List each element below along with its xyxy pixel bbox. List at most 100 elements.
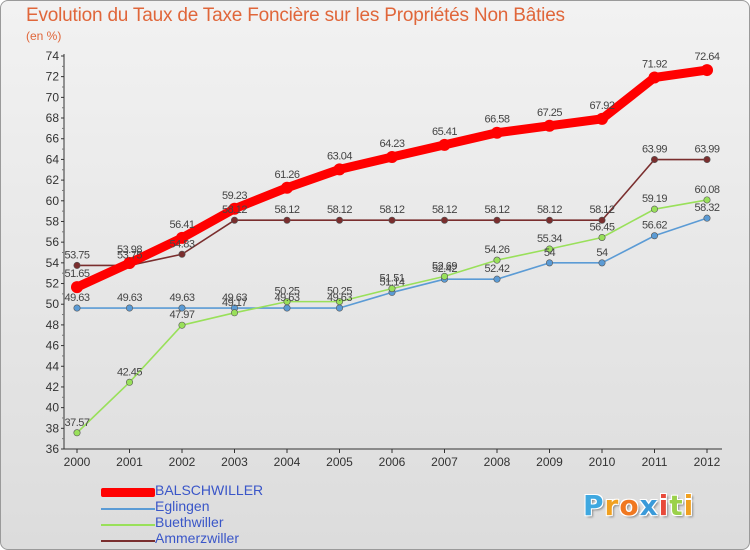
data-label-eglingen: 54 [596,247,608,259]
data-label-ammerzwiller: 58.12 [589,204,614,216]
x-tick-label: 2007 [431,455,458,469]
y-tick-label: 56 [46,235,60,249]
data-label-ammerzwiller: 58.12 [537,204,562,216]
data-point-eglingen [703,214,711,222]
data-point-buethwiller [493,256,501,264]
y-tick-label: 62 [46,173,60,187]
data-point-buethwiller [178,321,186,329]
data-label-balschwiller: 66.58 [484,114,509,126]
y-tick-label: 54 [46,256,60,270]
data-point-balschwiller [281,181,293,194]
data-point-buethwiller [545,245,553,253]
data-point-ammerzwiller [283,216,291,224]
logo-letter: o [619,489,640,522]
data-point-balschwiller [123,257,136,270]
data-point-balschwiller [596,112,608,125]
data-label-ammerzwiller: 58.12 [432,204,457,216]
data-label-balschwiller: 53.98 [117,244,142,256]
data-label-buethwiller: 51.51 [379,273,404,285]
logo-letter: i [683,489,695,522]
y-tick-label: 40 [46,401,60,415]
data-label-eglingen: 58.32 [694,202,719,214]
data-point-eglingen [598,259,606,267]
data-label-buethwiller: 55.34 [537,233,562,245]
legend-label: Eglingen [155,498,210,514]
data-label-eglingen: 49.63 [64,292,89,304]
proxiti-logo: Proxiti [583,489,694,522]
data-label-balschwiller: 59.23 [222,190,247,202]
logo-letter: t [669,489,684,522]
data-label-buethwiller: 50.25 [274,286,299,298]
x-tick-label: 2012 [694,455,721,469]
axes: 36 38 40 42 44 46 48 50 52 54 56 58 60 62 64 66 68 70 72 74… [46,49,722,469]
data-point-eglingen [178,304,186,312]
data-label-eglingen: 49.63 [117,292,142,304]
data-label-eglingen: 49.63 [222,292,247,304]
y-tick-label: 38 [46,421,60,435]
data-label-ammerzwiller: 58.12 [484,204,509,216]
data-label-balschwiller: 51.65 [64,268,89,280]
data-point-ammerzwiller [388,216,396,224]
data-label-eglingen: 49.63 [327,292,352,304]
y-tick-label: 46 [46,339,60,353]
data-label-eglingen: 52.42 [484,263,509,275]
y-tick-label: 70 [46,90,60,104]
data-point-ammerzwiller [598,216,606,224]
data-label-eglingen: 49.63 [274,292,299,304]
data-point-buethwiller [388,285,396,293]
series-points [71,64,713,437]
legend-label: Buethwiller [155,514,224,530]
x-tick-label: 2008 [484,455,511,469]
data-label-buethwiller: 47.97 [169,309,194,321]
data-point-eglingen [650,232,658,240]
legend-swatch [101,540,155,542]
x-tick-label: 2011 [642,455,668,469]
x-tick-label: 2001 [116,455,143,469]
y-tick-label: 36 [46,442,60,456]
chart-title: Evolution du Taux de Taxe Foncière sur l… [26,5,565,26]
y-tick-label: 50 [46,297,60,311]
data-label-ammerzwiller: 58.12 [274,204,299,216]
data-point-balschwiller [386,151,398,164]
data-point-balschwiller [701,64,713,77]
series-lines [72,65,712,434]
data-point-eglingen [493,275,501,283]
data-point-buethwiller [703,196,711,204]
legend-label: BALSCHWILLER [155,482,264,498]
data-point-balschwiller [228,202,241,215]
legend-label: Ammerzwiller [155,530,239,546]
y-tick-label: 66 [46,132,60,146]
y-tick-label: 48 [46,318,60,332]
data-label-balschwiller: 67.25 [537,107,562,119]
x-tick-label: 2004 [274,455,301,469]
data-label-eglingen: 51.14 [379,276,404,288]
data-label-ammerzwiller: 63.99 [694,144,719,156]
y-tick-label: 58 [46,214,60,228]
data-point-buethwiller [126,378,134,386]
data-point-ammerzwiller [493,216,501,224]
data-point-ammerzwiller [440,216,448,224]
data-label-balschwiller: 65.41 [432,126,457,138]
legend-swatch [101,524,155,526]
data-point-balschwiller [491,126,503,139]
data-label-ammerzwiller: 53.75 [64,249,89,261]
data-label-eglingen: 54 [544,247,556,259]
data-point-balschwiller [648,71,661,84]
y-tick-label: 74 [46,49,60,63]
data-label-eglingen: 56.62 [642,220,667,232]
data-label-buethwiller: 37.57 [64,417,89,429]
x-tick-label: 2003 [221,455,248,469]
data-label-balschwiller: 64.23 [379,138,404,150]
logo-letter: P [583,489,605,522]
data-label-buethwiller: 52.69 [432,260,457,272]
data-label-balschwiller: 56.41 [169,219,194,231]
y-tick-label: 60 [46,194,60,208]
data-label-eglingen: 49.63 [169,292,194,304]
data-label-ammerzwiller: 54.83 [169,238,194,250]
data-point-eglingen [126,304,134,312]
y-tick-label: 68 [46,111,60,125]
x-tick-label: 2000 [64,455,91,469]
data-label-ammerzwiller: 58.12 [327,204,352,216]
data-point-ammerzwiller [703,156,711,164]
